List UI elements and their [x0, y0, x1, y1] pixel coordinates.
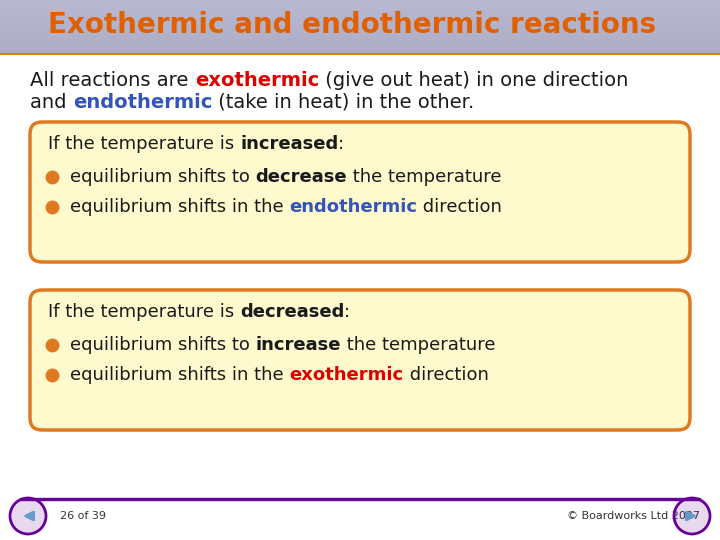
Text: endothermic: endothermic [289, 198, 418, 216]
Bar [0, 46, 720, 47]
Bar [0, 37, 720, 38]
Text: equilibrium shifts to: equilibrium shifts to [70, 168, 256, 186]
Bar [0, 4, 720, 5]
Text: equilibrium shifts in the: equilibrium shifts in the [70, 198, 289, 216]
Bar [0, 25, 720, 26]
Text: :: : [344, 303, 351, 321]
Bar [0, 35, 720, 36]
Bar [0, 42, 720, 43]
Bar [0, 44, 720, 45]
Text: direction: direction [403, 366, 488, 384]
Bar [0, 21, 720, 22]
Bar [0, 15, 720, 16]
Bar [0, 32, 720, 33]
Bar [0, 24, 720, 25]
Bar [0, 3, 720, 4]
Bar [0, 2, 720, 3]
Text: increase: increase [256, 336, 341, 354]
Text: All reactions are: All reactions are [30, 71, 194, 90]
Bar [0, 38, 720, 39]
Bar [0, 19, 720, 20]
Text: 26 of 39: 26 of 39 [60, 511, 106, 521]
Bar [0, 31, 720, 32]
FancyBboxPatch shape [30, 290, 690, 430]
Text: the temperature: the temperature [347, 168, 502, 186]
Text: exothermic: exothermic [289, 366, 403, 384]
Text: :: : [338, 135, 344, 153]
Bar [20, 498, 700, 500]
Bar [0, 9, 720, 10]
Text: Exothermic and endothermic reactions: Exothermic and endothermic reactions [48, 11, 656, 39]
Text: increased: increased [240, 135, 338, 153]
Text: (take in heat) in the other.: (take in heat) in the other. [212, 92, 474, 111]
Bar [0, 47, 720, 48]
Bar [0, 50, 720, 55]
Bar [0, 26, 720, 27]
Bar [0, 30, 720, 31]
Bar [0, 28, 720, 29]
Text: exothermic: exothermic [194, 71, 319, 90]
Bar [0, 10, 720, 11]
Bar [0, 8, 720, 9]
Text: If the temperature is: If the temperature is [48, 303, 240, 321]
Bar [0, 5, 720, 6]
Text: direction: direction [418, 198, 503, 216]
Bar [0, 1, 720, 2]
Bar [0, 39, 720, 40]
Text: (give out heat) in one direction: (give out heat) in one direction [319, 71, 629, 90]
Bar [0, 36, 720, 37]
Text: equilibrium shifts in the: equilibrium shifts in the [70, 366, 289, 384]
Bar [0, 12, 720, 13]
Text: the temperature: the temperature [341, 336, 495, 354]
Bar [0, 27, 720, 28]
Text: © Boardworks Ltd 2007: © Boardworks Ltd 2007 [567, 511, 700, 521]
Bar [0, 0, 720, 1]
Text: If the temperature is: If the temperature is [48, 135, 240, 153]
Bar [0, 49, 720, 50]
Bar [0, 7, 720, 8]
Bar [0, 11, 720, 12]
Bar [0, 45, 720, 46]
Bar [0, 17, 720, 18]
Bar [0, 33, 720, 34]
Bar [0, 18, 720, 19]
Circle shape [10, 498, 46, 534]
Bar [0, 13, 720, 14]
Text: equilibrium shifts to: equilibrium shifts to [70, 336, 256, 354]
Bar [0, 22, 720, 23]
Bar [0, 29, 720, 30]
FancyBboxPatch shape [30, 122, 690, 262]
Text: endothermic: endothermic [73, 92, 212, 111]
Bar [0, 6, 720, 7]
Text: and: and [30, 92, 73, 111]
Bar [0, 23, 720, 24]
Text: decrease: decrease [256, 168, 347, 186]
Bar [0, 16, 720, 17]
Circle shape [674, 498, 710, 534]
Bar [0, 43, 720, 44]
Bar [0, 20, 720, 21]
Bar [0, 40, 720, 41]
Bar [0, 41, 720, 42]
Bar [0, 48, 720, 49]
Bar [0, 53, 720, 55]
Bar [0, 34, 720, 35]
Bar [0, 14, 720, 15]
Text: decreased: decreased [240, 303, 344, 321]
